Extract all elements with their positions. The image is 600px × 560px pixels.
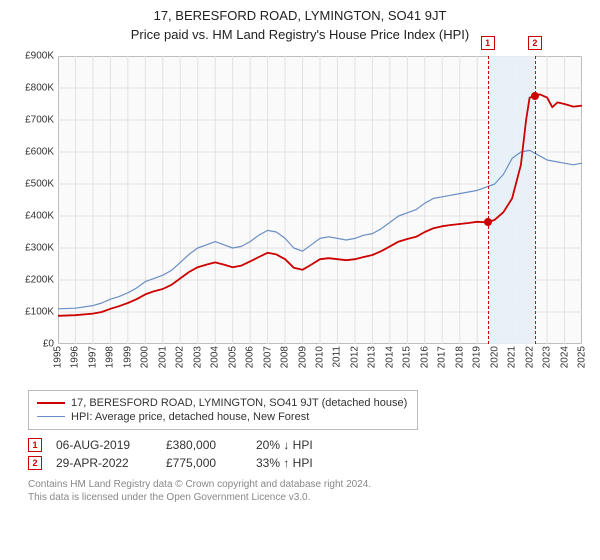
x-tick: 2011 (332, 346, 343, 368)
x-tick: 2008 (280, 346, 291, 368)
event-number-box: 2 (28, 456, 42, 470)
x-tick: 2021 (507, 346, 518, 368)
x-tick: 2012 (349, 346, 360, 368)
y-tick: £500K (25, 178, 54, 189)
x-tick: 2016 (419, 346, 430, 368)
x-tick: 1998 (105, 346, 116, 368)
x-tick: 2000 (140, 346, 151, 368)
x-tick: 2013 (367, 346, 378, 368)
sale-point-marker (531, 92, 539, 100)
x-tick: 1995 (53, 346, 64, 368)
x-tick: 2005 (227, 346, 238, 368)
x-tick: 2023 (542, 346, 553, 368)
y-tick: £200K (25, 274, 54, 285)
event-delta: 20% ↓ HPI (256, 438, 366, 452)
plot-area: 12 (58, 56, 582, 344)
x-tick: 2018 (454, 346, 465, 368)
x-tick: 2006 (245, 346, 256, 368)
legend-row: HPI: Average price, detached house, New … (37, 411, 409, 423)
y-tick: £900K (25, 50, 54, 61)
legend-swatch (37, 402, 65, 404)
sale-point-marker (484, 218, 492, 226)
y-axis: £0£100K£200K£300K£400K£500K£600K£700K£80… (10, 56, 58, 344)
y-tick: £400K (25, 210, 54, 221)
event-marker-box: 1 (481, 36, 495, 50)
x-tick: 2022 (524, 346, 535, 368)
x-tick: 1997 (87, 346, 98, 368)
chart-area: £0£100K£200K£300K£400K£500K£600K£700K£80… (10, 52, 590, 382)
x-tick: 2001 (157, 346, 168, 368)
x-tick: 1999 (122, 346, 133, 368)
y-tick: £100K (25, 306, 54, 317)
credits: Contains HM Land Registry data © Crown c… (28, 478, 590, 504)
x-tick: 2015 (402, 346, 413, 368)
x-tick: 2020 (489, 346, 500, 368)
x-tick: 2009 (297, 346, 308, 368)
credits-line-1: Contains HM Land Registry data © Crown c… (28, 478, 590, 491)
x-tick: 2002 (175, 346, 186, 368)
x-tick: 2014 (384, 346, 395, 368)
chart-subtitle: Price paid vs. HM Land Registry's House … (10, 27, 590, 42)
event-dashed-line (488, 56, 489, 344)
y-tick: £600K (25, 146, 54, 157)
x-axis: 1995199619971998199920002001200220032004… (58, 344, 582, 382)
data-lines (58, 56, 582, 344)
x-tick: 2024 (559, 346, 570, 368)
legend: 17, BERESFORD ROAD, LYMINGTON, SO41 9JT … (28, 390, 418, 430)
chart-title: 17, BERESFORD ROAD, LYMINGTON, SO41 9JT (10, 8, 590, 25)
event-date: 06-AUG-2019 (56, 438, 166, 452)
x-tick: 2025 (577, 346, 588, 368)
legend-label: 17, BERESFORD ROAD, LYMINGTON, SO41 9JT … (71, 397, 407, 409)
x-tick: 2004 (210, 346, 221, 368)
x-tick: 1996 (70, 346, 81, 368)
event-row: 2 29-APR-2022£775,00033% ↑ HPI (28, 456, 590, 470)
x-tick: 2010 (315, 346, 326, 368)
x-tick: 2019 (472, 346, 483, 368)
legend-label: HPI: Average price, detached house, New … (71, 411, 309, 423)
event-delta: 33% ↑ HPI (256, 456, 366, 470)
y-tick: £700K (25, 114, 54, 125)
event-number-box: 1 (28, 438, 42, 452)
event-price: £775,000 (166, 456, 256, 470)
x-tick: 2003 (192, 346, 203, 368)
events-table: 1 06-AUG-2019£380,00020% ↓ HPI 2 29-APR-202… (28, 438, 590, 470)
legend-swatch (37, 416, 65, 417)
event-marker-box: 2 (528, 36, 542, 50)
legend-row: 17, BERESFORD ROAD, LYMINGTON, SO41 9JT … (37, 397, 409, 409)
y-tick: £800K (25, 82, 54, 93)
event-date: 29-APR-2022 (56, 456, 166, 470)
x-tick: 2007 (262, 346, 273, 368)
event-row: 1 06-AUG-2019£380,00020% ↓ HPI (28, 438, 590, 452)
credits-line-2: This data is licensed under the Open Gov… (28, 491, 590, 504)
y-tick: £300K (25, 242, 54, 253)
event-price: £380,000 (166, 438, 256, 452)
x-tick: 2017 (437, 346, 448, 368)
